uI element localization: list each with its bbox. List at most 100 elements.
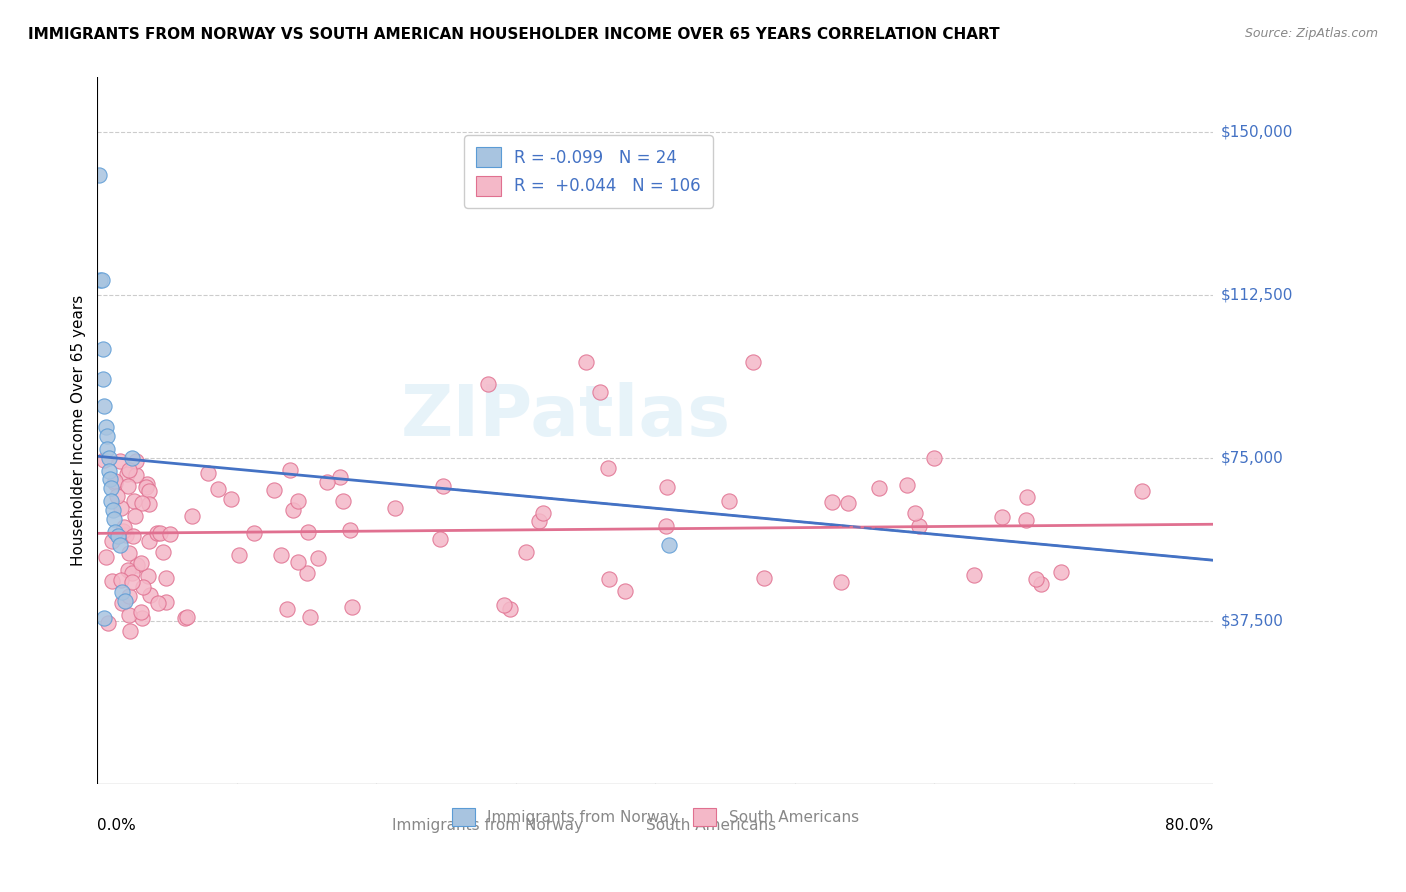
Text: $75,000: $75,000 bbox=[1220, 450, 1284, 465]
Point bbox=[316, 475, 339, 489]
Point bbox=[118, 608, 141, 623]
Point bbox=[598, 461, 620, 475]
Point bbox=[531, 506, 554, 520]
Point bbox=[124, 508, 146, 523]
Point bbox=[384, 501, 406, 516]
Point bbox=[108, 453, 131, 467]
Point bbox=[655, 519, 678, 533]
Point bbox=[138, 588, 160, 602]
Point bbox=[96, 429, 118, 443]
Point bbox=[110, 501, 132, 516]
Point bbox=[173, 611, 195, 625]
Point bbox=[657, 480, 679, 494]
Point bbox=[152, 545, 174, 559]
Point bbox=[97, 615, 120, 630]
Point bbox=[329, 470, 352, 484]
Text: $37,500: $37,500 bbox=[1220, 613, 1284, 628]
Point bbox=[93, 452, 115, 467]
Point bbox=[821, 495, 844, 509]
Text: ZIPatlas: ZIPatlas bbox=[401, 382, 731, 450]
Point bbox=[207, 482, 229, 496]
Text: 80.0%: 80.0% bbox=[1166, 818, 1213, 833]
Point bbox=[104, 474, 127, 488]
Text: Source: ZipAtlas.com: Source: ZipAtlas.com bbox=[1244, 27, 1378, 40]
Point bbox=[135, 480, 157, 494]
Point bbox=[283, 503, 305, 517]
Point bbox=[108, 538, 131, 552]
Point bbox=[287, 494, 309, 508]
Point bbox=[922, 451, 945, 466]
Point bbox=[614, 584, 637, 599]
Text: Immigrants from Norway: Immigrants from Norway bbox=[392, 819, 583, 833]
Point bbox=[908, 519, 931, 533]
Point bbox=[118, 546, 141, 560]
Point bbox=[138, 484, 160, 499]
Point bbox=[104, 524, 127, 539]
Point bbox=[87, 168, 110, 182]
Point bbox=[342, 600, 364, 615]
Point bbox=[93, 399, 115, 413]
Point bbox=[91, 342, 114, 356]
Point bbox=[896, 477, 918, 491]
Text: IMMIGRANTS FROM NORWAY VS SOUTH AMERICAN HOUSEHOLDER INCOME OVER 65 YEARS CORREL: IMMIGRANTS FROM NORWAY VS SOUTH AMERICAN… bbox=[28, 27, 1000, 42]
Point bbox=[339, 523, 361, 537]
Point bbox=[138, 533, 160, 548]
Point bbox=[155, 595, 177, 609]
Point bbox=[287, 555, 309, 569]
Point bbox=[515, 545, 537, 559]
Point bbox=[103, 511, 125, 525]
Point bbox=[96, 549, 118, 564]
Point bbox=[111, 597, 134, 611]
Point bbox=[1029, 577, 1052, 591]
Point bbox=[1050, 565, 1073, 579]
Point bbox=[121, 566, 143, 580]
Point bbox=[181, 508, 204, 523]
Point bbox=[114, 594, 136, 608]
Point bbox=[131, 580, 153, 594]
Point bbox=[868, 481, 890, 495]
Point bbox=[149, 525, 172, 540]
Point bbox=[904, 506, 927, 520]
Point bbox=[1130, 483, 1153, 498]
Y-axis label: Householder Income Over 65 years: Householder Income Over 65 years bbox=[72, 295, 86, 566]
Point bbox=[122, 493, 145, 508]
Text: $150,000: $150,000 bbox=[1220, 124, 1292, 139]
Point bbox=[112, 520, 135, 534]
Text: $112,500: $112,500 bbox=[1220, 287, 1292, 302]
Point bbox=[598, 572, 620, 586]
Text: 0.0%: 0.0% bbox=[97, 818, 136, 833]
Point bbox=[98, 472, 121, 486]
Point bbox=[270, 548, 292, 562]
Point bbox=[499, 601, 522, 615]
Point bbox=[159, 526, 181, 541]
Point bbox=[575, 355, 598, 369]
Point bbox=[1014, 513, 1036, 527]
Point bbox=[89, 272, 111, 286]
Point bbox=[125, 558, 148, 572]
Point bbox=[101, 574, 124, 588]
Point bbox=[332, 493, 354, 508]
Point bbox=[717, 493, 740, 508]
Point bbox=[658, 538, 681, 552]
Point bbox=[118, 463, 141, 477]
Point bbox=[837, 496, 859, 510]
Point bbox=[100, 481, 122, 495]
Point bbox=[129, 605, 152, 619]
Point bbox=[97, 450, 120, 465]
Point bbox=[91, 372, 114, 386]
Point bbox=[219, 491, 242, 506]
Point bbox=[752, 571, 775, 585]
Point bbox=[990, 510, 1012, 524]
Point bbox=[118, 589, 141, 603]
Point bbox=[104, 475, 127, 490]
Point bbox=[429, 532, 451, 546]
Point bbox=[278, 463, 301, 477]
Point bbox=[115, 467, 138, 482]
Point bbox=[276, 602, 298, 616]
Point bbox=[111, 585, 134, 599]
Point bbox=[117, 478, 139, 492]
Point bbox=[1025, 572, 1047, 586]
Point bbox=[243, 526, 266, 541]
Point bbox=[93, 611, 115, 625]
Point bbox=[432, 479, 454, 493]
